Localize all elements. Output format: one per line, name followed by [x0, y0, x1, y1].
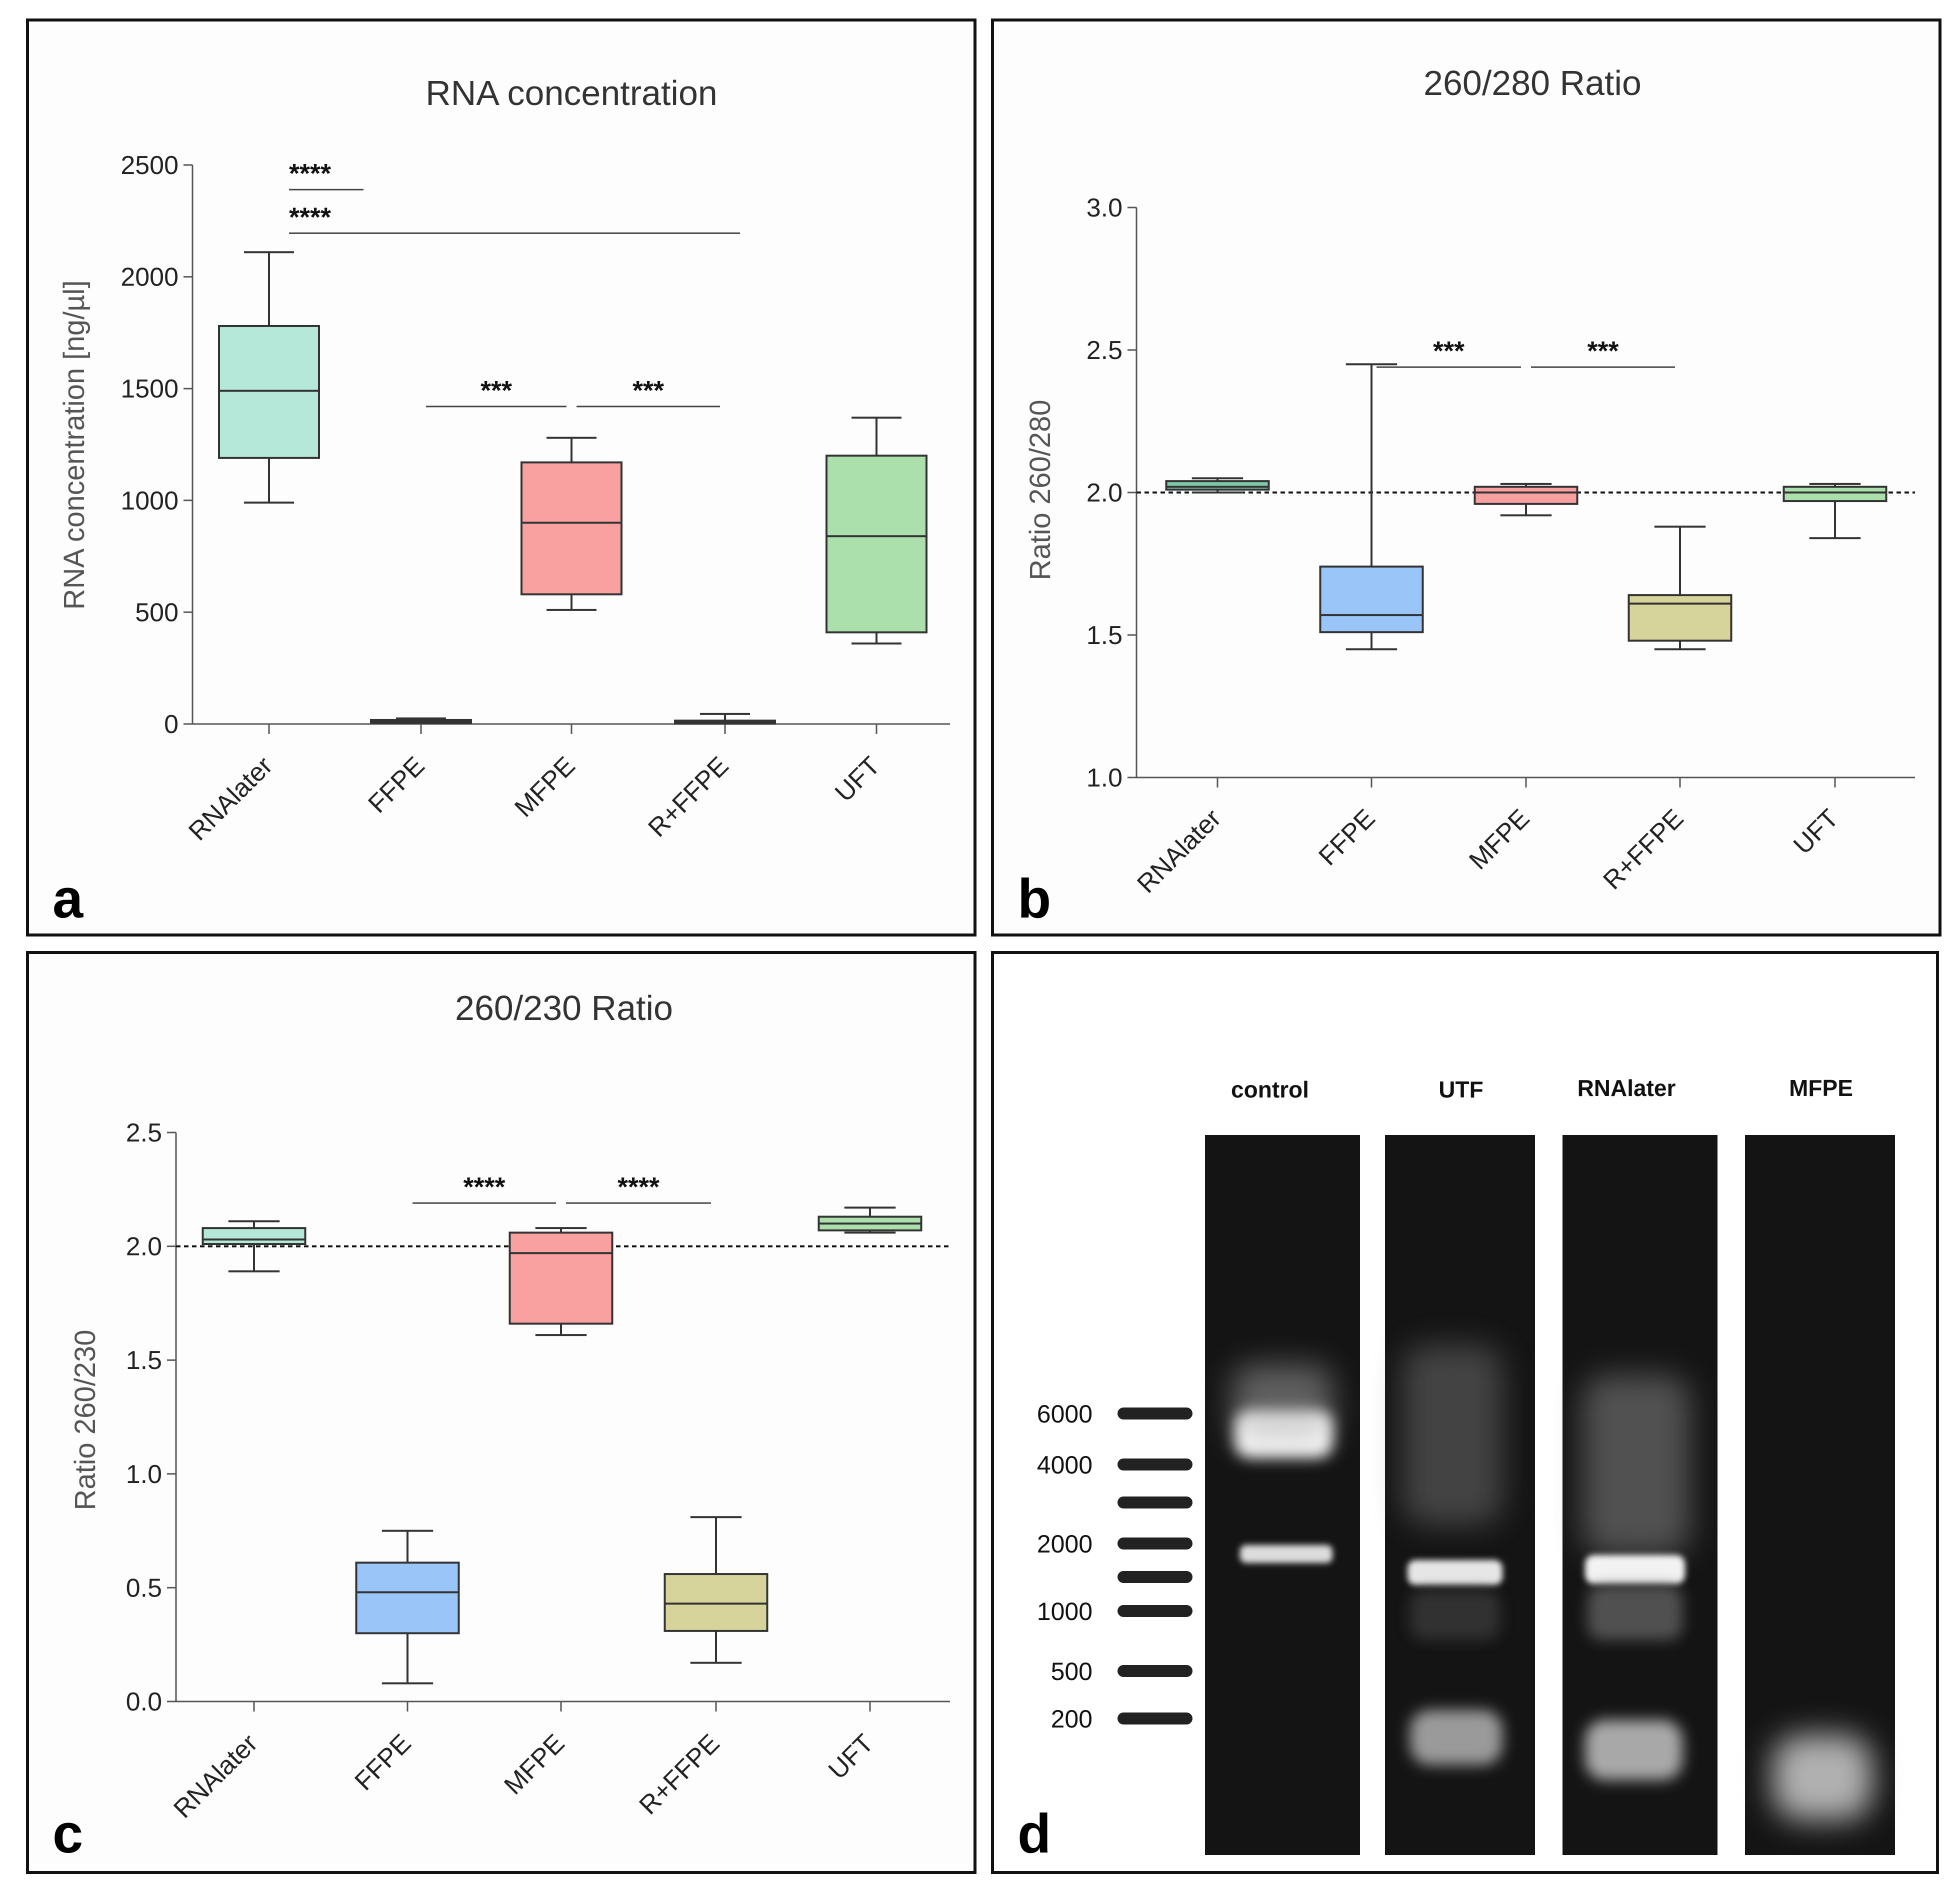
box-iqr — [355, 1562, 460, 1634]
panel-c-frame — [26, 951, 976, 1874]
box-iqr — [1782, 486, 1888, 502]
panel-letter-d: d — [1018, 1803, 1051, 1864]
box-iqr — [1319, 566, 1424, 634]
significance-label: **** — [463, 1172, 505, 1202]
chart-title: 260/280 Ratio — [1424, 64, 1642, 102]
gel-lane-label-utf: UTF — [1438, 1076, 1483, 1102]
y-tick-label: 1.5 — [1086, 621, 1122, 650]
gel-ladder: 6000 4000 2000 1000 500 200 — [1037, 1400, 1192, 1733]
ladder-band-1000 — [1118, 1605, 1192, 1617]
panel-b-frame — [991, 18, 1942, 936]
box-iqr — [508, 1232, 614, 1325]
y-tick-label: 2.5 — [1086, 336, 1122, 365]
significance-label: *** — [480, 376, 512, 406]
box-iqr — [1474, 486, 1578, 505]
ladder-label-4000: 4000 — [1037, 1451, 1092, 1479]
y-tick-label: 0.5 — [126, 1574, 162, 1602]
y-tick-label: 0 — [164, 710, 178, 739]
gel-lane-control — [1205, 1135, 1360, 1855]
gel-lane-mfpe — [1745, 1135, 1895, 1855]
gel-lane-utf — [1385, 1135, 1535, 1855]
ladder-band-2000 — [1118, 1538, 1192, 1550]
chart-title: 260/230 Ratio — [455, 988, 673, 1028]
ladder-band-4000 — [1118, 1458, 1192, 1470]
ladder-band-500 — [1118, 1665, 1192, 1677]
significance-label: **** — [289, 158, 331, 188]
y-tick-label: 1.0 — [126, 1460, 162, 1489]
panel-a-frame — [26, 18, 976, 936]
gel-lane-label-mfpe: MFPE — [1789, 1075, 1853, 1101]
panel-letter-a: a — [52, 868, 84, 930]
significance-label: *** — [632, 376, 664, 406]
y-tick-label: 2500 — [120, 151, 178, 180]
gel-lane-label-control: control — [1231, 1076, 1309, 1102]
gel-band-utf-low — [1410, 1710, 1502, 1765]
box-iqr — [1165, 480, 1270, 491]
significance-label: **** — [289, 202, 331, 232]
box-iqr — [218, 324, 320, 459]
significance-label: **** — [618, 1172, 660, 1202]
gel-band-mfpe-smear — [1772, 1735, 1872, 1820]
y-tick-label: 1500 — [120, 374, 178, 404]
ladder-band-1500 — [1118, 1571, 1192, 1583]
gel-band-utf-main — [1408, 1560, 1502, 1585]
box-iqr — [826, 454, 928, 634]
y-axis-label: Ratio 260/280 — [1024, 400, 1056, 580]
gel-band-control-18s — [1240, 1545, 1332, 1563]
gel-lane-label-rnalater: RNAlater — [1578, 1075, 1676, 1101]
y-tick-label: 2000 — [120, 263, 178, 292]
box-uft: UFT — [818, 1206, 922, 1785]
y-tick-label: 1000 — [120, 486, 178, 516]
box-uft: UFT — [826, 416, 928, 808]
ladder-label-500: 500 — [1051, 1658, 1092, 1686]
gel-band-rnalater-main — [1585, 1555, 1685, 1584]
ladder-label-2000: 2000 — [1037, 1530, 1092, 1558]
y-tick-label: 2.5 — [126, 1118, 162, 1148]
ladder-band-3000 — [1118, 1496, 1192, 1508]
y-tick-label: 1.0 — [1086, 764, 1122, 792]
ladder-band-6000 — [1118, 1408, 1192, 1420]
y-axis-label: RNA concentration [ng/µl] — [58, 280, 90, 610]
ladder-label-6000: 6000 — [1037, 1400, 1092, 1428]
y-tick-label: 500 — [135, 598, 178, 627]
box-iqr — [1628, 594, 1732, 642]
box-iqr — [664, 1573, 768, 1632]
y-tick-label: 3.0 — [1086, 194, 1122, 222]
gel-lane-rnalater — [1562, 1135, 1718, 1855]
panel-letter-b: b — [1018, 868, 1051, 930]
gel-band-rnalater-low — [1585, 1720, 1682, 1780]
y-axis-label: Ratio 260/230 — [69, 1330, 102, 1510]
box-iqr — [202, 1227, 306, 1246]
chart-title: RNA concentration — [426, 74, 718, 112]
y-tick-label: 2.0 — [126, 1232, 162, 1262]
y-tick-label: 1.5 — [126, 1346, 162, 1375]
significance-label: *** — [1587, 336, 1618, 366]
panel-letter-c: c — [52, 1803, 83, 1864]
y-tick-label: 0.0 — [126, 1688, 162, 1716]
box-iqr — [520, 461, 622, 596]
ladder-label-200: 200 — [1051, 1705, 1092, 1733]
ladder-band-200 — [1118, 1712, 1192, 1724]
gel-image: control UTF RNAlater MFPE — [1037, 1075, 1895, 1855]
ladder-label-1000: 1000 — [1037, 1598, 1092, 1626]
significance-label: *** — [1433, 336, 1464, 366]
y-tick-label: 2.0 — [1086, 478, 1122, 508]
